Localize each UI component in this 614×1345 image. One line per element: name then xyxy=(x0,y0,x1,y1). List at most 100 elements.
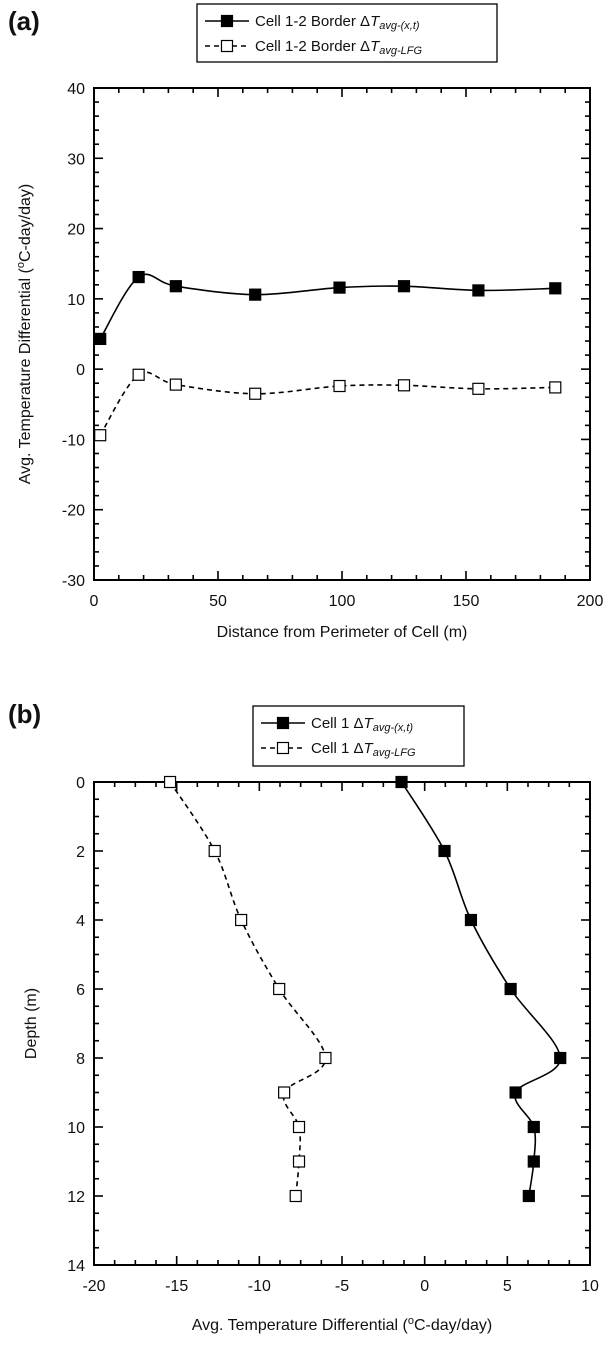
data-point-open-square xyxy=(472,382,485,395)
chart-panel-b: (b) -20 -15 -10 -5 0 5 10 0 2 4 6 8 10 12 14 Avg. Temper… xyxy=(8,699,599,1334)
legend-text-prefix: Cell 1-2 Border Δ xyxy=(255,13,370,30)
legend-text-prefix: Cell 1-2 Border Δ xyxy=(255,38,370,55)
data-point-filled-square xyxy=(527,1155,540,1168)
legend-box xyxy=(196,3,498,63)
x-tick-label: -20 xyxy=(82,1278,105,1295)
data-point-filled-square xyxy=(549,282,562,295)
x-tick-label: 50 xyxy=(209,593,227,610)
data-point-filled-square xyxy=(554,1051,567,1065)
x-tick-label: -5 xyxy=(335,1278,349,1295)
series-line-1 xyxy=(99,371,556,436)
y-tick-label: 0 xyxy=(76,775,85,792)
data-point-filled-square xyxy=(395,775,408,789)
x-tick-label: 0 xyxy=(90,593,99,610)
y-axis-label: Depth (m) xyxy=(23,988,40,1059)
y-tick-label: 30 xyxy=(67,151,85,168)
legend-marker-open-square xyxy=(220,39,234,53)
panel-label: (a) xyxy=(8,6,40,36)
y-axis-label-part: Avg. Temperature Differential ( xyxy=(17,267,34,484)
data-point-filled-square xyxy=(333,281,346,294)
data-point-filled-square xyxy=(249,288,262,301)
legend-entry-label: Cell 1 ΔTavg-LFG xyxy=(311,740,416,759)
y-tick-label: 10 xyxy=(67,292,85,309)
data-point-filled-square xyxy=(132,270,145,284)
x-axis-label: Avg. Temperature Differential (oC-day/da… xyxy=(192,1315,492,1334)
data-point-open-square xyxy=(397,379,411,392)
legend-box xyxy=(252,705,465,767)
legend-text-sub: avg-(x,t) xyxy=(373,722,414,734)
series-line-1 xyxy=(169,781,327,1197)
legend-text-prefix: Cell 1 Δ xyxy=(311,740,364,757)
y-tick-label: 6 xyxy=(76,982,85,999)
data-point-open-square xyxy=(249,387,262,400)
data-point-filled-square xyxy=(438,844,451,858)
legend-text-t: T xyxy=(364,740,375,757)
series-line-0 xyxy=(99,273,556,340)
legend-entry-label: Cell 1-2 Border ΔTavg-LFG xyxy=(255,38,422,57)
y-tick-label: 10 xyxy=(67,1120,85,1137)
legend-marker-open-square xyxy=(276,741,290,755)
data-point-filled-square xyxy=(464,913,478,927)
data-point-open-square xyxy=(549,381,562,394)
data-point-open-square xyxy=(333,379,346,393)
series-line-0 xyxy=(400,781,562,1197)
x-tick-label: 200 xyxy=(577,593,604,610)
data-point-open-square xyxy=(289,1189,302,1203)
y-tick-label: 2 xyxy=(76,844,85,861)
y-tick-label: 14 xyxy=(67,1258,85,1275)
y-axis-label-part: C-day/day) xyxy=(17,184,34,262)
x-tick-label: -15 xyxy=(165,1278,188,1295)
y-tick-label: -10 xyxy=(62,432,85,449)
legend: Cell 1 ΔTavg-(x,t)Cell 1 ΔTavg-LFG xyxy=(252,705,465,767)
data-point-filled-square xyxy=(94,332,107,346)
data-point-open-square xyxy=(163,775,177,789)
legend-text-t: T xyxy=(370,38,381,55)
data-point-open-square xyxy=(319,1051,332,1065)
y-tick-label: 8 xyxy=(76,1051,85,1068)
data-point-open-square xyxy=(132,368,145,381)
data-point-open-square xyxy=(292,1120,306,1134)
chart-panel-a: (a) 0 50 100 150 200 -30 -20 -10 0 10 20 30 40 Distanc… xyxy=(8,3,604,641)
x-axis-label-part: C-day/day) xyxy=(414,1317,492,1334)
x-axis-label: Distance from Perimeter of Cell (m) xyxy=(217,624,468,641)
x-tick-label: -10 xyxy=(248,1278,271,1295)
legend: Cell 1-2 Border ΔTavg-(x,t)Cell 1-2 Bord… xyxy=(196,3,498,63)
plot-frame xyxy=(93,87,591,581)
data-point-open-square xyxy=(94,429,107,442)
x-tick-label: 5 xyxy=(503,1278,512,1295)
data-point-filled-square xyxy=(169,280,182,293)
data-point-filled-square xyxy=(504,982,517,996)
y-axis-label-sup: o xyxy=(15,262,27,268)
x-tick-label: 10 xyxy=(581,1278,599,1295)
legend-entry-label: Cell 1 ΔTavg-(x,t) xyxy=(311,715,413,734)
legend-text-sub: avg-LFG xyxy=(379,45,422,57)
data-point-open-square xyxy=(208,844,221,858)
legend-text-t: T xyxy=(370,13,381,30)
panel-label: (b) xyxy=(8,699,41,729)
y-tick-label: 40 xyxy=(67,81,85,98)
plot-frame xyxy=(93,781,591,1266)
data-point-open-square xyxy=(292,1155,306,1168)
legend-text-t: T xyxy=(364,715,375,732)
data-point-open-square xyxy=(235,913,248,927)
y-tick-label: -30 xyxy=(62,573,85,590)
x-tick-label: 100 xyxy=(329,593,356,610)
x-axis-label-part: Avg. Temperature Differential ( xyxy=(192,1317,409,1334)
y-axis-label: Avg. Temperature Differential (oC-day/da… xyxy=(15,184,34,484)
legend-marker-filled-square xyxy=(220,14,234,28)
legend-marker-filled-square xyxy=(276,716,290,730)
data-point-filled-square xyxy=(527,1120,540,1134)
data-point-filled-square xyxy=(397,280,411,293)
data-point-open-square xyxy=(169,378,182,391)
legend-text-prefix: Cell 1 Δ xyxy=(311,715,364,732)
legend-text-sub: avg-LFG xyxy=(373,747,416,759)
data-point-filled-square xyxy=(509,1086,522,1099)
y-tick-label: 4 xyxy=(76,913,85,930)
data-point-filled-square xyxy=(522,1189,535,1203)
y-tick-label: 12 xyxy=(67,1189,85,1206)
y-tick-label: 0 xyxy=(76,362,85,379)
data-point-open-square xyxy=(278,1086,291,1099)
x-tick-label: 150 xyxy=(453,593,480,610)
y-tick-label: 20 xyxy=(67,222,85,239)
